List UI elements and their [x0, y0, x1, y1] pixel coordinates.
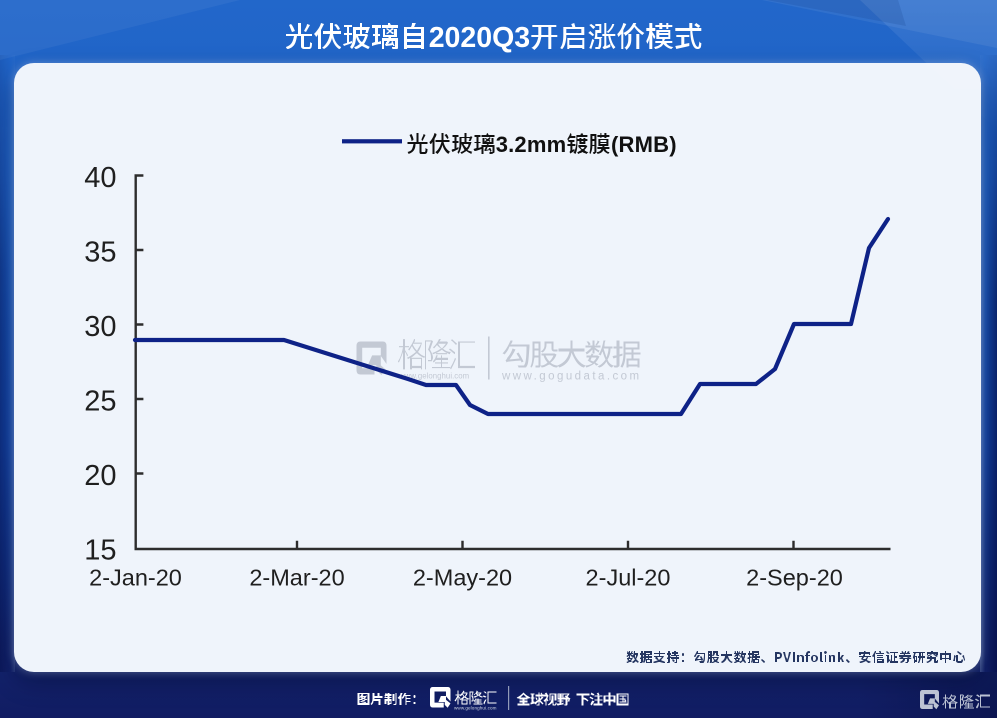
- svg-text:2-Jul-20: 2-Jul-20: [586, 565, 671, 591]
- svg-text:35: 35: [84, 236, 116, 268]
- svg-text:www.gelonghui.com: www.gelonghui.com: [454, 706, 497, 711]
- svg-text:2-Sep-20: 2-Sep-20: [746, 565, 843, 591]
- svg-text:2020Q3: 2020Q3: [429, 22, 530, 54]
- svg-text:15: 15: [84, 534, 116, 566]
- svg-text:40: 40: [84, 162, 116, 194]
- svg-text:25: 25: [84, 385, 116, 417]
- svg-text:2-May-20: 2-May-20: [413, 565, 512, 591]
- svg-text:2-Mar-20: 2-Mar-20: [249, 565, 344, 591]
- svg-text:www.gelonghui.com: www.gelonghui.com: [398, 372, 469, 381]
- svg-text:(RMB): (RMB): [611, 132, 677, 157]
- svg-text:2-Jan-20: 2-Jan-20: [89, 565, 182, 591]
- svg-text:3.2mm: 3.2mm: [496, 132, 567, 157]
- svg-text:www.gogudata.com: www.gogudata.com: [501, 371, 642, 383]
- svg-text:30: 30: [84, 311, 116, 343]
- svg-text:20: 20: [84, 460, 116, 492]
